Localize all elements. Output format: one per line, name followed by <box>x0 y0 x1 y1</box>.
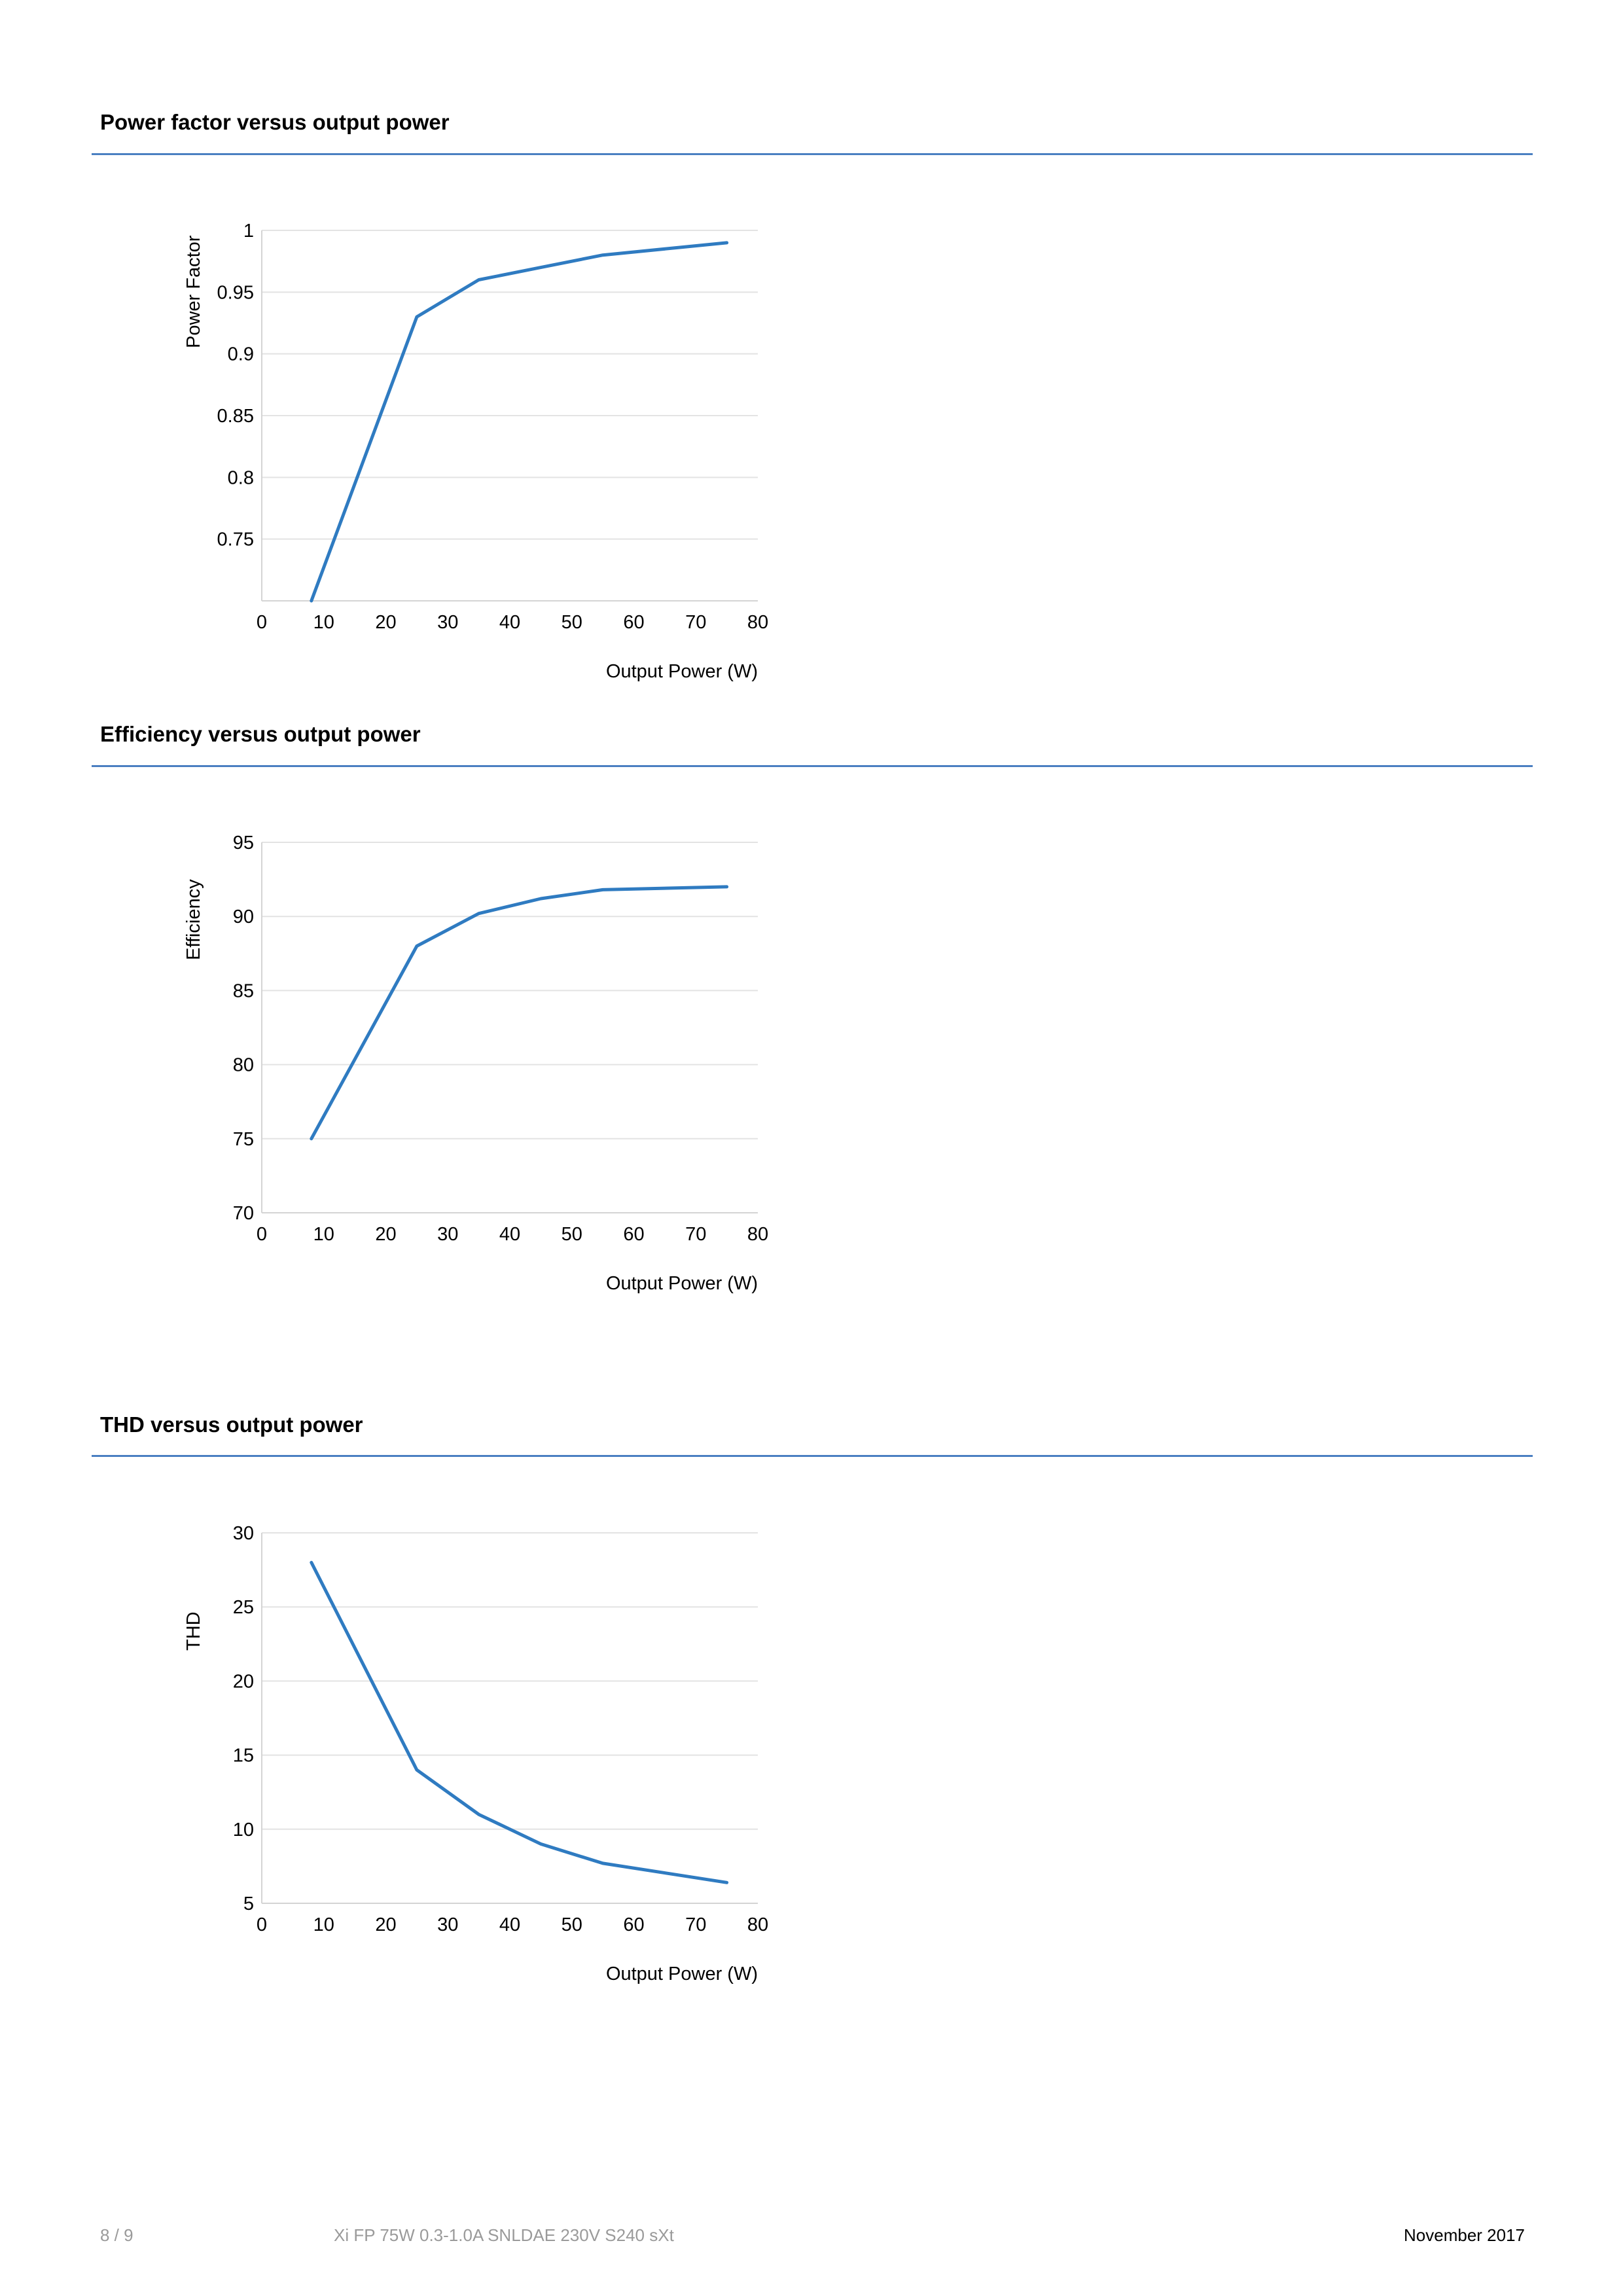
x-tick-label: 50 <box>562 1224 582 1245</box>
x-tick-label: 20 <box>375 1914 396 1935</box>
x-tick-label: 10 <box>313 1224 334 1245</box>
x-tick-label: 80 <box>747 1224 768 1245</box>
y-tick-label: 90 <box>233 906 254 927</box>
chart-3-svg: 5 10 15 20 25 30 0 10 20 30 40 50 60 70 80 Output Power… <box>183 1523 768 1984</box>
y-tick-label: 75 <box>233 1129 254 1150</box>
chart-3-title-rule <box>92 1455 1533 1457</box>
y-tick-label: 0.85 <box>217 406 254 427</box>
footer-page-number: 8 / 9 <box>100 2225 134 2245</box>
chart-2-title-rule <box>92 765 1533 767</box>
x-tick-label: 30 <box>437 612 458 633</box>
y-tick-label: 25 <box>233 1597 254 1618</box>
series-line <box>310 241 729 603</box>
y-tick-label: 0.9 <box>228 344 254 365</box>
x-tick-label: 40 <box>499 1914 520 1935</box>
x-tick-label: 60 <box>623 1224 644 1245</box>
y-tick-label: 0.95 <box>217 282 254 303</box>
x-tick-label: 70 <box>685 1224 706 1245</box>
x-tick-label: 50 <box>562 612 582 633</box>
x-tick-label: 50 <box>562 1914 582 1935</box>
x-tick-label: 80 <box>747 612 768 633</box>
chart-3: 5 10 15 20 25 30 0 10 20 30 40 50 60 70 80 Output Power… <box>0 1486 851 2075</box>
x-tick-label: 0 <box>257 1914 267 1935</box>
chart-3-title: THD versus output power <box>100 1412 363 1437</box>
x-axis-title: Output Power (W) <box>606 1964 758 1984</box>
x-tick-label: 80 <box>747 1914 768 1935</box>
y-tick-label: 5 <box>243 1893 254 1914</box>
x-tick-label: 10 <box>313 612 334 633</box>
x-tick-label: 10 <box>313 1914 334 1935</box>
x-tick-label: 20 <box>375 612 396 633</box>
y-tick-label: 95 <box>233 833 254 853</box>
y-tick-label: 0.8 <box>228 467 254 488</box>
y-tick-label: 85 <box>233 980 254 1001</box>
chart-2-title: Efficiency versus output power <box>100 722 421 746</box>
x-tick-label: 30 <box>437 1224 458 1245</box>
x-tick-label: 70 <box>685 612 706 633</box>
y-tick-label: 1 <box>243 221 254 242</box>
y-axis-title: Efficiency <box>183 879 204 960</box>
x-tick-label: 0 <box>257 612 267 633</box>
x-tick-label: 20 <box>375 1224 396 1245</box>
y-tick-label: 0.75 <box>217 529 254 550</box>
series-line <box>310 885 729 1141</box>
y-tick-label: 10 <box>233 1820 254 1840</box>
footer-date: November 2017 <box>1404 2225 1525 2245</box>
x-axis-title: Output Power (W) <box>606 661 758 682</box>
chart-2-svg: 70 75 80 85 90 95 0 10 20 30 40 50 60 70 80 Output Powe… <box>183 833 768 1294</box>
chart-1-title: Power factor versus output power <box>100 110 450 134</box>
chart-1-title-rule <box>92 153 1533 155</box>
footer-product-name: Xi FP 75W 0.3-1.0A SNLDAE 230V S240 sXt <box>334 2225 674 2245</box>
y-tick-label: 15 <box>233 1746 254 1767</box>
y-axis-title: THD <box>183 1611 204 1651</box>
x-tick-label: 60 <box>623 1914 644 1935</box>
chart-1: 0.75 0.8 0.85 0.9 0.95 1 0 10 20 30 40 50 60 70 80 Outp… <box>0 183 851 772</box>
x-tick-label: 0 <box>257 1224 267 1245</box>
series-line <box>310 1560 729 1884</box>
y-tick-label: 70 <box>233 1203 254 1224</box>
x-tick-label: 40 <box>499 612 520 633</box>
x-tick-label: 40 <box>499 1224 520 1245</box>
y-tick-label: 20 <box>233 1671 254 1692</box>
y-tick-label: 30 <box>233 1523 254 1544</box>
x-tick-label: 60 <box>623 612 644 633</box>
chart-2: 70 75 80 85 90 95 0 10 20 30 40 50 60 70 80 Output Powe… <box>0 795 851 1384</box>
y-tick-label: 80 <box>233 1055 254 1076</box>
x-tick-label: 30 <box>437 1914 458 1935</box>
x-tick-label: 70 <box>685 1914 706 1935</box>
y-axis-title: Power Factor <box>183 235 204 348</box>
x-axis-title: Output Power (W) <box>606 1273 758 1294</box>
